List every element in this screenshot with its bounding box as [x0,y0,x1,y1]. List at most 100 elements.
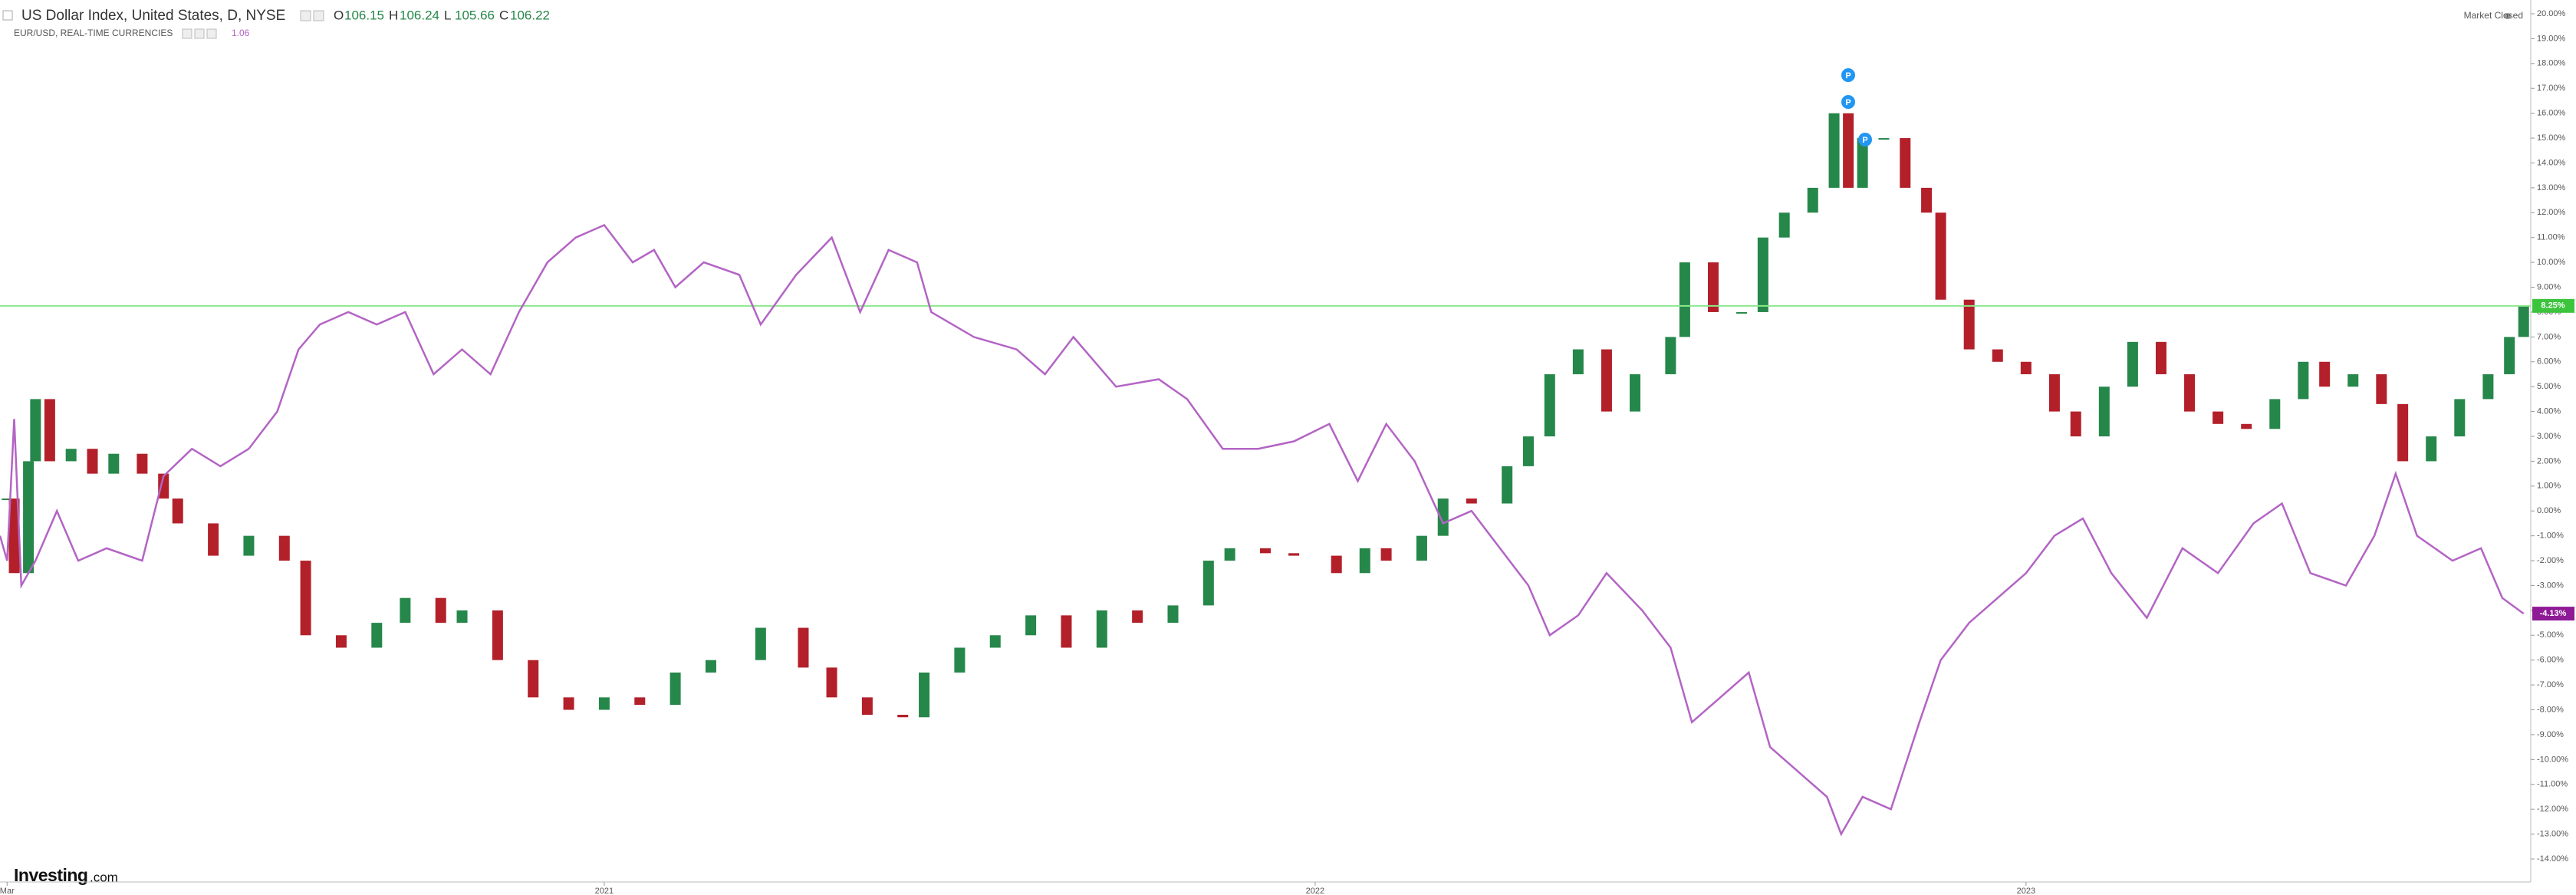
y-tick-label: 6.00% [2537,357,2561,367]
y-tick-label: 0.00% [2537,506,2561,515]
x-tick-label: 2021 [595,887,614,895]
y-tick-label: -13.00% [2537,829,2568,838]
candle-body [2020,361,2032,374]
icon[interactable] [206,28,217,39]
candle-body [1878,138,1890,140]
candle-body [278,535,290,561]
y-tick-label: 15.00% [2537,133,2566,143]
candle-body [300,561,311,636]
icon[interactable] [182,28,192,39]
x-tick-label: 2022 [1306,887,1324,895]
candle-body [2212,411,2224,424]
candle-body [2098,387,2110,436]
quote-value: 106.24 [400,8,439,22]
candle-body [1992,349,2003,362]
annotation-label: P [1862,136,1867,145]
y-tick-label: -5.00% [2537,630,2564,640]
candle-body [1331,555,1342,574]
candle-body [563,697,574,710]
annotation-pin[interactable] [1841,68,1855,82]
candle-body [44,399,55,462]
candle-body [989,635,1001,648]
candle-body [1921,187,1933,213]
y-tick-label: 1.00% [2537,482,2561,491]
candle-body [2298,361,2309,400]
y-tick-label: -9.00% [2537,730,2564,739]
candle-body [1025,615,1037,636]
candle-body [1963,299,1975,350]
candle-body [2048,373,2060,412]
logo-suffix: .com [90,870,118,884]
price-tag-label: 8.25% [2541,301,2564,311]
candle-body [435,597,446,624]
candle-body [1359,548,1370,574]
candle-body [2454,399,2466,436]
y-tick-label: -10.00% [2537,755,2568,764]
candle-body [87,449,98,474]
candle-body [2070,411,2081,436]
candle-body [492,610,503,660]
y-tick-label: 13.00% [2537,183,2566,192]
candle-body [243,535,255,556]
icon[interactable] [313,10,324,21]
candle-body [1679,262,1690,337]
y-tick-label: 4.00% [2537,406,2561,416]
y-tick-label: -3.00% [2537,581,2564,590]
y-tick-label: -14.00% [2537,854,2568,864]
candle-body [1544,373,1555,436]
quote-label: C [499,8,508,22]
candle-body [2376,373,2387,404]
series-line [0,223,2525,837]
candle-body [400,597,411,624]
candle-body [137,453,148,474]
candle-body [158,473,169,499]
candle-body [1630,373,1641,412]
candle-body [705,660,716,673]
annotation-pin[interactable] [1858,133,1872,146]
y-tick-label: 5.00% [2537,382,2561,391]
icon[interactable] [300,10,311,21]
candle-body [1502,466,1513,504]
y-tick-label: -8.00% [2537,705,2564,714]
candle-body [1061,615,1072,648]
price-tag-label: -4.13% [2540,609,2567,618]
candle-body [2482,373,2494,400]
candle-body [108,453,120,474]
candle-body [1466,499,1477,504]
candle-body [1260,548,1271,554]
y-tick-label: 11.00% [2537,233,2565,242]
y-tick-label: 12.00% [2537,208,2566,217]
candle-body [65,449,77,462]
candle-body [30,399,41,462]
annotation-label: P [1845,71,1851,81]
quote-value: 106.22 [510,8,550,22]
candle-body [23,461,35,574]
x-tick-label: 2023 [2017,887,2035,895]
status-dot [2505,13,2511,19]
candle-body [2155,341,2166,374]
y-tick-label: -2.00% [2537,556,2564,565]
annotations: P P P [1841,68,1872,146]
candle-body [2127,341,2138,387]
annotation-pin[interactable] [1841,95,1855,109]
candle-body [1757,237,1768,312]
candle-body [2397,403,2409,462]
icon[interactable] [194,28,205,39]
candle-body [371,623,383,648]
candle-body [1202,561,1214,606]
candle-body [1380,548,1392,561]
collapse-icon[interactable] [2,10,13,21]
candle-body [2426,436,2437,462]
candle-body [634,697,646,706]
candle-body [669,672,681,706]
series-last-value: 1.06 [232,28,250,38]
candle-body [1857,138,1868,188]
candle-body [1572,349,1584,374]
y-tick-label: 17.00% [2537,84,2566,93]
candle-body [826,667,837,698]
candle-body [2269,399,2281,429]
candle-body [2,499,13,501]
candle-body [1416,535,1427,561]
candle-body [1843,113,1854,188]
